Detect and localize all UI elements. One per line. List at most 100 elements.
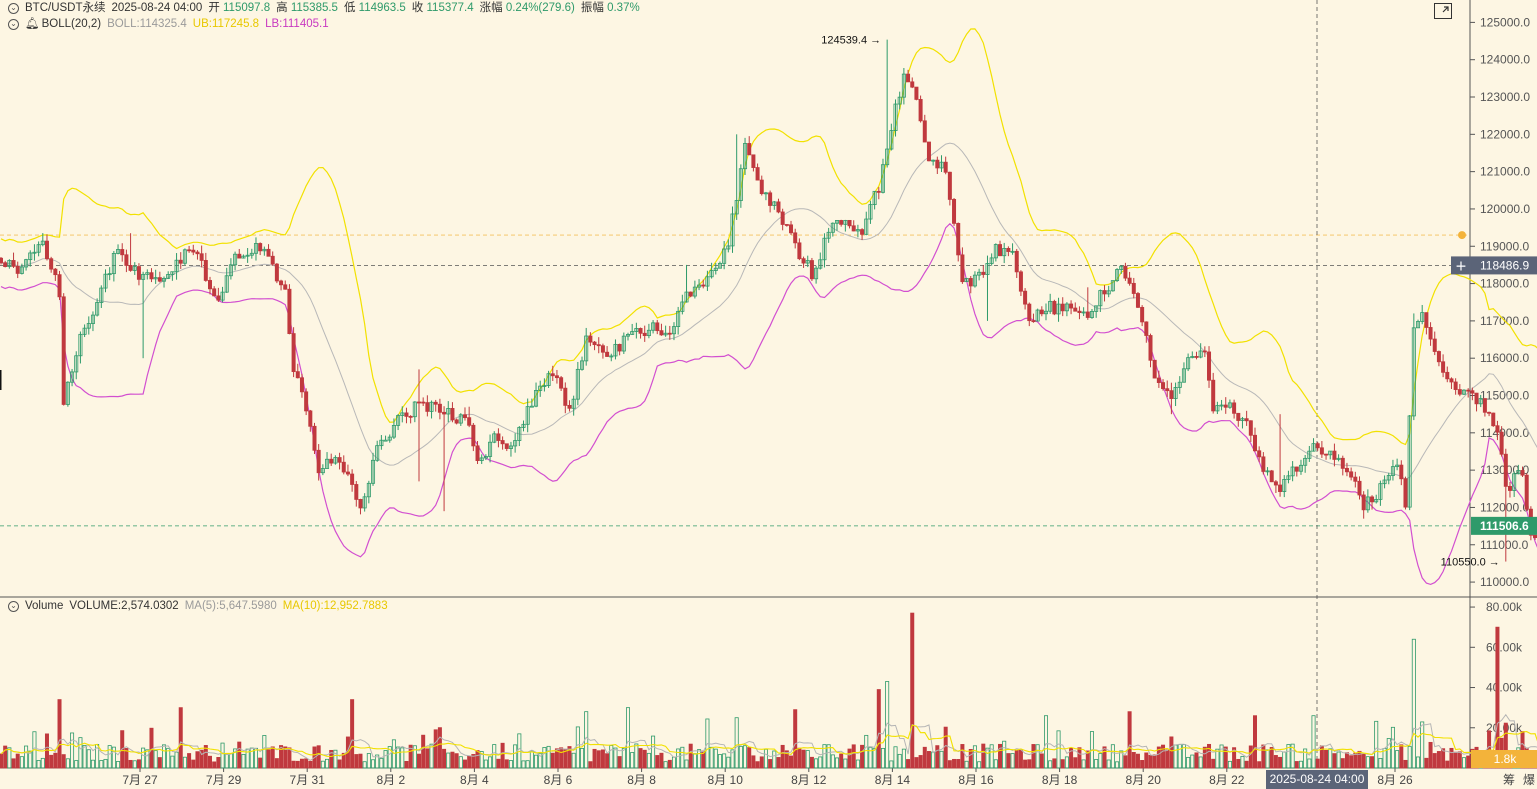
- candle-body: [1340, 457, 1345, 469]
- volume-bar: [655, 755, 660, 769]
- collapse-chevron-icon[interactable]: ⌄: [8, 600, 19, 612]
- candle-body: [425, 402, 430, 412]
- volume-bar: [1127, 711, 1132, 769]
- bell-icon[interactable]: 🔔︎: [25, 18, 40, 30]
- candle-body: [1060, 303, 1065, 312]
- volume-bar: [44, 733, 49, 769]
- volume-bar: [809, 756, 814, 769]
- candle-body: [191, 249, 196, 253]
- candle-body: [1516, 470, 1521, 475]
- volume-value: VOLUME:2,574.0302: [69, 600, 179, 612]
- volume-bar: [525, 760, 530, 769]
- time-tick-label: 8月 8: [627, 773, 656, 787]
- volume-bar: [74, 760, 79, 769]
- symbol-label[interactable]: BTC/USDT永续: [25, 2, 106, 14]
- collapse-chevron-icon[interactable]: ⌄: [8, 18, 19, 30]
- volume-bar: [492, 744, 497, 769]
- candle-body: [170, 271, 175, 275]
- chips-tab[interactable]: 筹: [1503, 773, 1516, 787]
- candle-body: [1123, 265, 1128, 279]
- volume-bar: [621, 748, 626, 769]
- candle-body: [534, 390, 539, 407]
- volume-bar: [717, 754, 722, 769]
- candle-body: [1294, 466, 1299, 472]
- volume-name[interactable]: Volume: [25, 600, 64, 612]
- candle-body: [1307, 450, 1312, 459]
- volume-bar: [860, 744, 865, 769]
- volume-bar: [814, 758, 819, 769]
- fullscreen-icon[interactable]: [1434, 3, 1452, 19]
- volume-bar: [446, 752, 451, 769]
- volume-bar: [897, 753, 902, 769]
- price-tick-label: 125000.0: [1480, 15, 1530, 29]
- candle-body: [237, 253, 242, 259]
- volume-bar: [488, 756, 493, 769]
- volume-bar: [325, 758, 330, 769]
- amplitude-label: 振幅: [580, 2, 604, 14]
- volume-bar: [1156, 746, 1161, 769]
- volume-bar: [851, 744, 856, 769]
- candle-body: [1023, 290, 1028, 305]
- price-tick-label: 120000.0: [1480, 202, 1530, 216]
- candle-body: [584, 335, 589, 362]
- collapse-chevron-icon[interactable]: ⌄: [8, 2, 19, 14]
- volume-bar: [763, 748, 768, 769]
- volume-bar: [103, 758, 108, 769]
- candle-body: [626, 334, 631, 337]
- price-tick-label: 124000.0: [1480, 53, 1530, 67]
- candle-body: [922, 120, 927, 143]
- volume-bar: [1353, 752, 1358, 769]
- candle-body: [304, 391, 309, 412]
- volume-bar: [1420, 721, 1425, 769]
- volume-bar: [889, 760, 894, 769]
- volume-bar: [1215, 748, 1220, 769]
- volume-bar: [203, 745, 208, 769]
- candle-body: [1390, 466, 1395, 476]
- volume-bar: [1081, 759, 1086, 769]
- volume-bar: [1135, 753, 1140, 769]
- candle-body: [617, 343, 622, 352]
- boll-name[interactable]: BOLL(20,2): [41, 18, 102, 30]
- volume-bar: [676, 748, 681, 769]
- candle-body: [989, 257, 994, 264]
- volume-bar: [111, 746, 116, 769]
- add-alert-icon[interactable]: +: [1455, 258, 1467, 274]
- candle-body: [1039, 309, 1044, 315]
- volume-bar: [7, 747, 12, 769]
- price-tick-label: 122000.0: [1480, 127, 1530, 141]
- candle-body: [1110, 280, 1115, 292]
- volume-bar: [1211, 758, 1216, 769]
- volume-bar: [1324, 749, 1329, 769]
- volume-bar: [450, 751, 455, 769]
- liquidation-tab[interactable]: 爆: [1523, 773, 1536, 787]
- candle-body: [1319, 447, 1324, 455]
- candle-body: [671, 326, 676, 335]
- volume-bar: [596, 750, 601, 769]
- volume-bar: [521, 760, 526, 769]
- candle-body: [1261, 456, 1266, 472]
- volume-bar: [671, 756, 676, 769]
- candle-body: [1161, 382, 1166, 390]
- candle-body: [241, 255, 246, 259]
- candle-body: [605, 351, 610, 357]
- volume-bar: [626, 707, 631, 769]
- volume-ma5-value: MA(5):5,647.5980: [184, 600, 277, 612]
- candle-body: [809, 260, 814, 280]
- candle-body: [667, 332, 672, 335]
- volume-bar: [600, 749, 605, 769]
- candle-body: [1207, 351, 1212, 381]
- volume-bar: [1374, 720, 1379, 769]
- candle-body: [1198, 350, 1203, 358]
- candle-body: [488, 441, 493, 457]
- candle-body: [726, 245, 731, 250]
- candle-body: [1524, 474, 1529, 510]
- volume-bar: [1257, 761, 1262, 769]
- volume-bar: [1298, 760, 1303, 769]
- candle-body: [1395, 464, 1400, 468]
- time-tick-label: 8月 4: [460, 773, 489, 787]
- candle-body: [295, 371, 300, 379]
- candle-body: [1411, 327, 1416, 417]
- volume-bar: [613, 747, 618, 769]
- candle-body: [128, 265, 133, 271]
